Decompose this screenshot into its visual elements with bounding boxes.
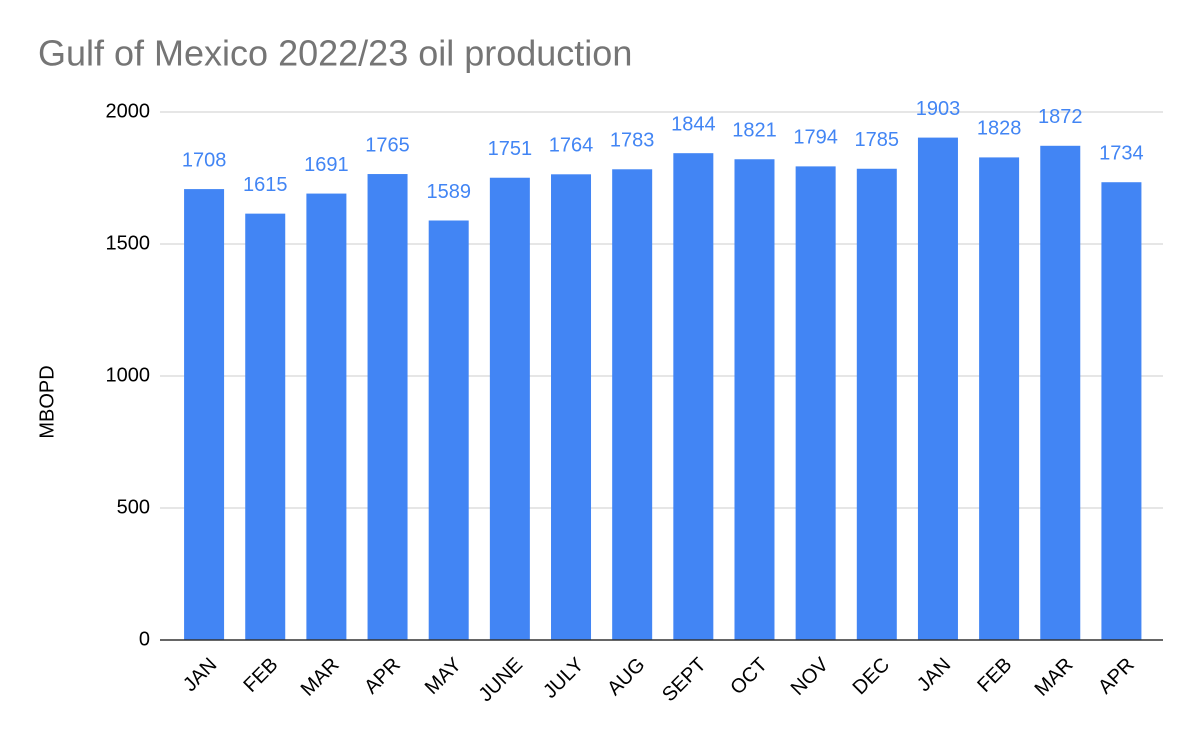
y-tick-label: 2000 xyxy=(106,100,151,122)
data-label: 1844 xyxy=(671,113,716,135)
data-label: 1828 xyxy=(977,118,1022,140)
bar xyxy=(367,174,408,641)
x-tick-label: SEPT xyxy=(658,654,711,707)
data-label: 1764 xyxy=(549,135,594,157)
y-tick-label: 1000 xyxy=(106,364,151,386)
x-tick-label: MAR xyxy=(1031,654,1078,701)
bar xyxy=(795,166,836,640)
data-label: 1872 xyxy=(1038,106,1083,128)
data-label: 1734 xyxy=(1099,143,1144,165)
data-label: 1708 xyxy=(182,149,227,171)
y-axis-label: MBOPD xyxy=(36,365,58,438)
y-tick-label: 500 xyxy=(117,496,150,518)
x-tick-label: MAR xyxy=(297,654,344,701)
bar xyxy=(489,177,530,640)
x-tick-label: FEB xyxy=(239,654,282,697)
chart-title: Gulf of Mexico 2022/23 oil production xyxy=(38,33,632,74)
x-tick-label: JUNE xyxy=(475,654,527,706)
data-label: 1691 xyxy=(304,154,349,176)
y-tick-label: 1500 xyxy=(106,232,151,254)
bar xyxy=(428,220,469,640)
bar xyxy=(917,137,958,640)
x-tick-label: JULY xyxy=(539,654,588,703)
data-label: 1903 xyxy=(916,98,961,120)
data-label: 1615 xyxy=(243,174,288,196)
bar xyxy=(1040,145,1081,641)
x-tick-label: NOV xyxy=(787,653,834,700)
x-tick-label: MAY xyxy=(421,654,466,699)
x-tick-label: JAN xyxy=(913,654,955,696)
x-tick-label: OCT xyxy=(726,654,771,699)
data-label: 1765 xyxy=(365,134,410,156)
data-label: 1785 xyxy=(855,129,900,151)
data-label: 1589 xyxy=(426,181,471,203)
bar xyxy=(612,169,653,640)
y-tick-label: 0 xyxy=(139,628,150,650)
bar xyxy=(734,159,775,641)
x-tick-label: FEB xyxy=(973,654,1016,697)
bar xyxy=(1101,182,1142,640)
x-tick-label: JAN xyxy=(179,654,221,696)
x-tick-label: APR xyxy=(1094,654,1139,699)
bar xyxy=(673,153,714,640)
x-tick-label: AUG xyxy=(603,654,649,700)
bar xyxy=(245,213,286,640)
data-label: 1794 xyxy=(793,127,838,149)
data-label: 1783 xyxy=(610,130,655,152)
x-tick-label: DEC xyxy=(849,654,894,699)
bar xyxy=(551,174,592,640)
x-tick-label: APR xyxy=(360,654,405,699)
data-label: 1751 xyxy=(488,138,533,160)
bar xyxy=(856,168,897,640)
bar xyxy=(184,189,225,640)
bar xyxy=(979,157,1020,640)
bar xyxy=(306,193,347,641)
data-label: 1821 xyxy=(732,120,777,142)
